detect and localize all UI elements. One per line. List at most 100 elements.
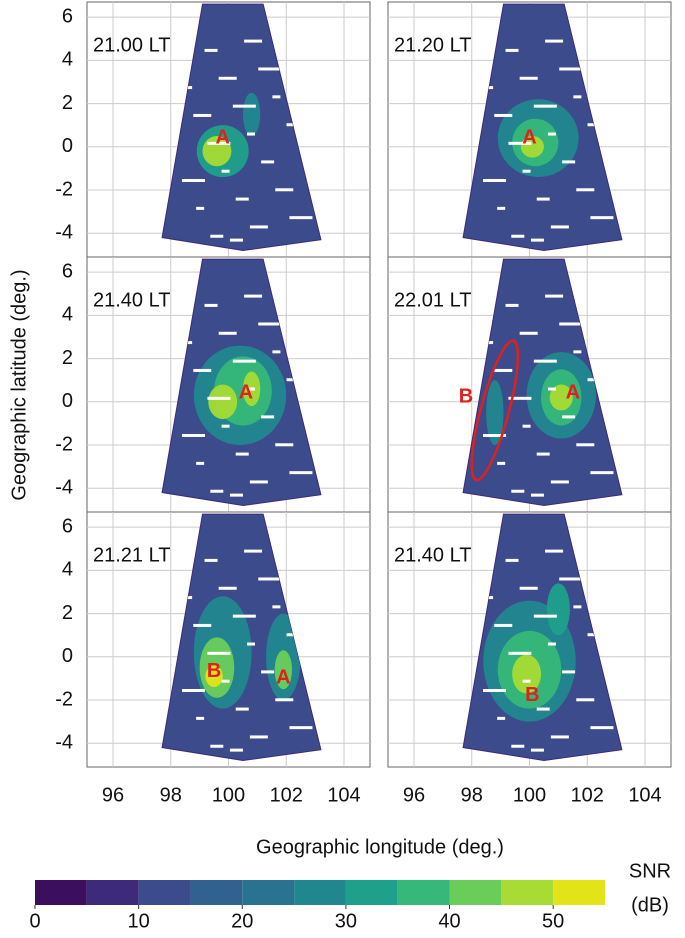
data-gap [232,104,256,108]
region-annotation: A [522,126,536,148]
data-gap [204,48,218,52]
data-gap [545,39,564,43]
y-tick-label: -4 [55,477,73,499]
data-gap [522,424,531,428]
data-gap [573,605,582,609]
data-gap [275,443,294,447]
data-gap [576,188,595,192]
data-gap [522,169,531,173]
data-gap [249,735,268,739]
snr-blob [242,92,261,136]
data-gap [196,716,205,720]
panel-label: 21.20 LT [394,34,471,56]
region-annotation: A [276,667,290,689]
x-tick-label: 96 [403,784,425,806]
colorbar-segment [138,880,191,905]
data-gap [573,350,582,354]
snr-field [471,21,620,248]
snr-blob [486,380,504,446]
data-gap [508,651,532,655]
colorbar-tick-label: 40 [438,910,460,932]
colorbar-label: SNR [629,860,671,882]
data-gap [182,688,206,692]
panel: 21.40 LT B [387,511,672,768]
data-gap [508,141,532,145]
x-tick-label: 100 [212,784,245,806]
data-gap [210,744,224,748]
panel-label: 22.01 LT [394,289,471,311]
data-gap [261,415,275,419]
data-gap [182,433,206,437]
colorbar-segment [553,880,605,905]
data-gap [275,698,294,702]
data-gap [249,225,268,229]
data-gap [494,113,513,117]
data-gap [511,744,525,748]
data-gap [207,651,231,655]
colorbar-segment [86,880,139,905]
colorbar-tick-label: 10 [128,910,150,932]
y-tick-label: 0 [62,645,73,667]
y-tick-label: -2 [55,433,73,455]
data-gap [562,160,576,164]
colorbar-segment [294,880,346,905]
y-tick-label: 0 [62,135,73,157]
x-axis-label: Geographic longitude (deg.) [256,836,504,858]
colorbar-tick-label: 50 [542,910,564,932]
data-gap [193,368,212,372]
y-tick-label: 6 [62,260,73,282]
data-gap [193,113,212,117]
data-gap [207,141,231,145]
region-annotation: B [525,684,539,706]
y-tick-label: 2 [62,92,73,114]
data-gap [483,433,507,437]
data-gap [494,623,513,627]
snr-blob [205,665,223,688]
data-gap [547,387,556,391]
colorbar-segment [190,880,243,905]
panel: 21.20 LT A [387,1,672,258]
colorbar-segment [345,880,398,905]
data-gap [522,679,531,683]
region-annotation: B [207,660,221,682]
data-gap [530,238,544,242]
data-gap [221,424,230,428]
data-gap [505,48,519,52]
data-gap [289,471,313,475]
data-gap [497,461,506,465]
y-tick-label: 4 [62,49,73,71]
x-tick-label: 102 [571,784,604,806]
snr-field [471,531,620,758]
colorbar-tick-label: 0 [29,910,40,932]
data-gap [244,549,263,553]
y-tick-label: 6 [62,515,73,537]
data-gap [483,178,507,182]
data-gap [497,716,506,720]
data-gap [547,132,556,136]
panel: 21.40 LT A [86,256,371,513]
data-gap [246,387,255,391]
data-gap [235,452,249,456]
data-gap [590,726,614,730]
panel: 22.01 LT A B [387,256,672,513]
y-tick-label: 6 [62,5,73,27]
data-gap [204,303,218,307]
data-gap [246,132,255,136]
y-tick-label: 2 [62,602,73,624]
x-tick-label: 98 [160,784,182,806]
data-gap [519,76,538,80]
colorbar-segment [449,880,502,905]
y-tick-label: 4 [62,304,73,326]
data-gap [573,95,582,99]
colorbar-segment [501,880,554,905]
data-gap [533,104,557,108]
panel-label: 21.00 LT [93,34,170,56]
y-tick-label: -4 [55,222,73,244]
data-gap [505,303,519,307]
colorbar-segment [35,880,87,905]
data-gap [547,642,556,646]
data-gap [576,698,595,702]
data-gap [210,489,224,493]
colorbar-tick-label: 20 [231,910,253,932]
